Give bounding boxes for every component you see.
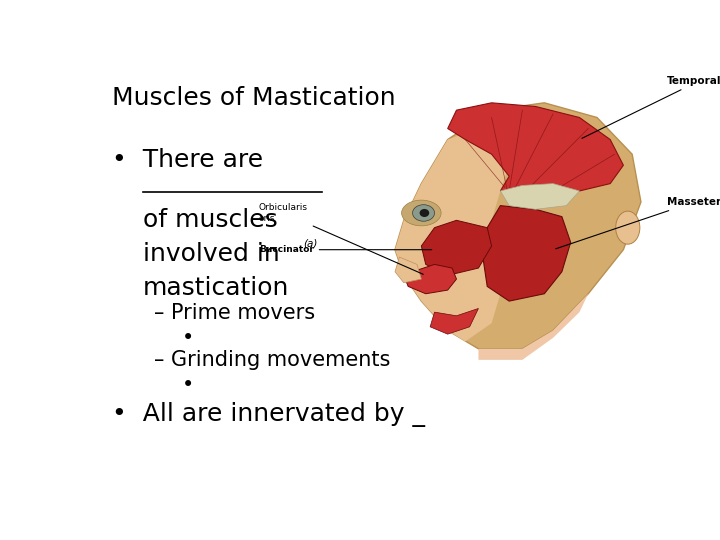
Polygon shape <box>479 294 588 360</box>
Text: •  All are innervated by _: • All are innervated by _ <box>112 402 426 427</box>
Polygon shape <box>421 220 492 275</box>
Text: – Prime movers: – Prime movers <box>154 303 315 323</box>
Text: involved in: involved in <box>143 242 280 266</box>
Polygon shape <box>500 184 580 210</box>
Polygon shape <box>448 103 624 198</box>
Ellipse shape <box>420 209 429 217</box>
Ellipse shape <box>402 200 441 226</box>
Polygon shape <box>395 257 421 283</box>
Polygon shape <box>430 308 479 334</box>
Polygon shape <box>483 206 571 301</box>
Polygon shape <box>404 265 456 294</box>
Text: – Grinding movements: – Grinding movements <box>154 349 390 369</box>
Text: Buccinator: Buccinator <box>259 245 432 254</box>
Polygon shape <box>395 103 641 349</box>
Text: Orbicularis
oris: Orbicularis oris <box>259 203 423 274</box>
Text: (a): (a) <box>302 239 317 249</box>
Text: Temporalis: Temporalis <box>582 76 720 138</box>
Text: •  There are: • There are <box>112 148 264 172</box>
Ellipse shape <box>413 205 435 221</box>
Ellipse shape <box>616 211 640 244</box>
Text: mastication: mastication <box>143 276 289 300</box>
Text: of muscles: of muscles <box>143 208 278 232</box>
Text: •: • <box>182 328 194 348</box>
Text: •: • <box>182 375 194 395</box>
Text: Masseter: Masseter <box>556 197 720 249</box>
Polygon shape <box>395 129 509 341</box>
Text: Muscles of Mastication: Muscles of Mastication <box>112 85 396 110</box>
